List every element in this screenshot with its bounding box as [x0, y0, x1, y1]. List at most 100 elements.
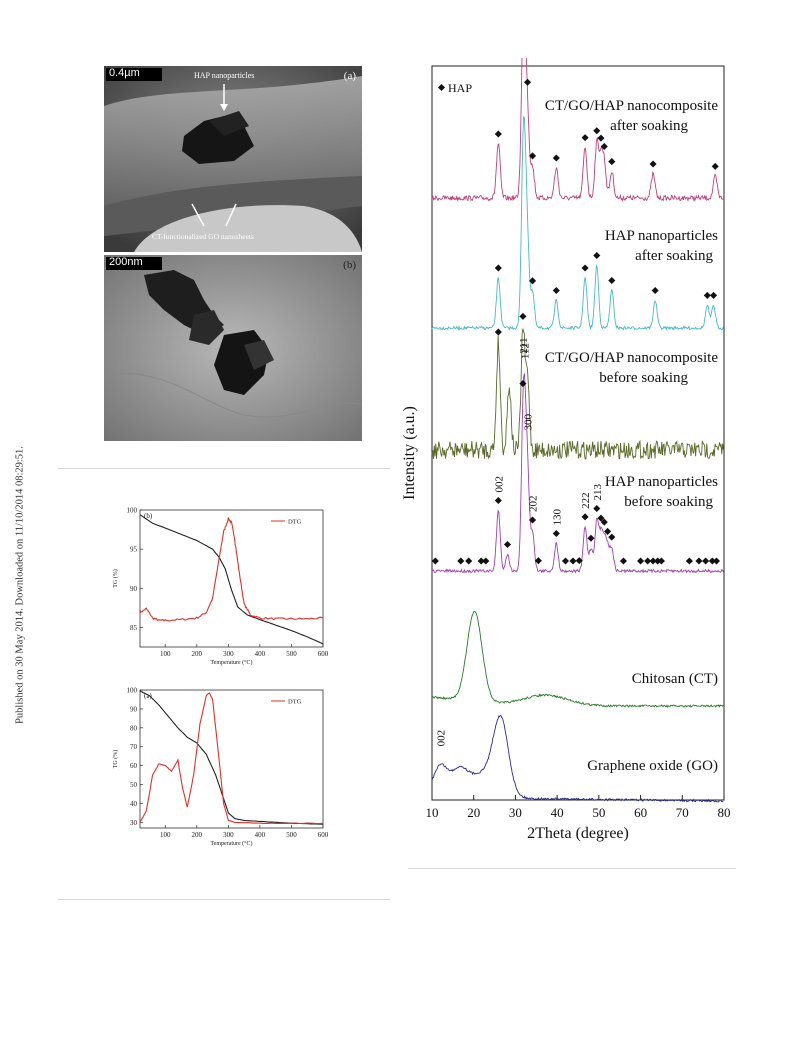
tg-dtg-chart-a: 100 200 300 400 500 600 30 40 50 60 70 80 90 100 Tempe…: [112, 687, 329, 848]
hap-marker: [637, 557, 645, 565]
x-tick-label: 600: [318, 831, 329, 839]
x-tick-label: 30: [509, 805, 522, 820]
x-tick-label: 600: [318, 650, 329, 658]
x-tick-label: 500: [286, 650, 297, 658]
hap-label: HAP nanoparticles: [194, 71, 255, 80]
hap-marker: [494, 130, 502, 138]
hap-marker: [711, 162, 719, 170]
x-tick-label: 200: [192, 650, 203, 658]
plot-frame: [139, 509, 324, 648]
go-label: CT-functionalized GO nanosheets: [152, 232, 254, 241]
hap-marker: [552, 154, 560, 162]
x-tick-label: 200: [192, 831, 203, 839]
y-axis-label: Intensity (a.u.): [401, 406, 418, 500]
series-label: Chitosan (CT): [632, 671, 718, 687]
hap-marker: [649, 557, 657, 565]
hap-marker: [608, 158, 616, 166]
separator: [58, 899, 390, 900]
tg-line: [139, 514, 324, 645]
hap-marker: [519, 380, 527, 388]
legend-label: DTG: [288, 699, 302, 706]
hap-marker: [608, 533, 616, 541]
tg-line: [139, 690, 324, 825]
hap-marker: [519, 312, 527, 320]
x-tick-label: 100: [160, 650, 171, 658]
series-label: CT/GO/HAP nanocomposite: [545, 350, 719, 366]
hap-marker: [494, 496, 502, 505]
x-tick-label: 500: [286, 831, 297, 839]
dtg-line: [139, 692, 324, 825]
y-tick-label: 30: [130, 819, 138, 827]
series-label: before soaking: [624, 494, 713, 510]
series-label: after soaking: [635, 248, 713, 264]
xrd-trace: [431, 610, 724, 708]
hap-marker: [523, 78, 532, 86]
dtg-line: [139, 517, 324, 622]
publication-notice: Published on 30 May 2014. Downloaded on …: [14, 446, 26, 724]
hap-marker: [465, 557, 473, 565]
x-tick-label: 60: [634, 805, 647, 820]
hap-marker: [552, 529, 560, 538]
x-axis-label: Temperature (°C): [210, 659, 252, 666]
y-axis-label: TG (%): [112, 569, 119, 588]
x-axis-label: 2Theta (degree): [527, 825, 629, 842]
hap-marker: [685, 557, 693, 565]
x-tick-label: 70: [676, 805, 689, 820]
peak-index-label: 211: [518, 337, 530, 353]
xrd-trace: [431, 373, 724, 574]
xrd-trace: [431, 116, 724, 331]
separator: [58, 468, 390, 469]
x-tick-label: 50: [592, 805, 605, 820]
series-label: HAP nanoparticles: [605, 228, 718, 244]
peak-index-label: 112: [520, 343, 532, 359]
peak-index-label: 002: [493, 476, 505, 493]
scale-bar-label-b: 200nm: [109, 256, 143, 268]
hap-marker: [710, 291, 718, 299]
hap-marker: [702, 557, 710, 565]
xrd-chart: 10 20 30 40 50 60 70 80 2Theta (degree) Intensity…: [401, 58, 731, 842]
hap-marker: [457, 557, 465, 565]
hap-marker: [619, 557, 628, 565]
hap-marker: [581, 513, 589, 521]
hap-marker: [482, 557, 490, 565]
hap-marker: [494, 264, 502, 272]
hap-marker: [593, 251, 601, 260]
hap-marker: [587, 534, 595, 542]
hap-marker: [708, 557, 716, 565]
hap-marker: [703, 291, 711, 299]
x-axis-label: Temperature (°C): [210, 840, 252, 847]
xrd-trace: [431, 58, 724, 203]
hap-marker: [600, 142, 608, 151]
x-tick-label: 400: [255, 650, 266, 658]
hap-marker: [581, 134, 589, 142]
peak-index-label: 222: [580, 492, 592, 509]
plot-frame: [139, 689, 324, 829]
hap-marker: [644, 557, 652, 565]
tem-image-b: 200nm (b): [104, 255, 362, 441]
y-axis-label: TG (%): [112, 750, 119, 769]
hap-marker: [593, 127, 601, 135]
panel-label: (b): [144, 512, 153, 520]
series-label: Graphene oxide (GO): [587, 758, 718, 774]
y-tick-label: 100: [127, 507, 138, 515]
hap-marker: [569, 557, 577, 565]
x-tick-label: 10: [426, 805, 439, 820]
peak-index-label: 002: [435, 730, 447, 747]
y-tick-label: 95: [130, 546, 138, 554]
hap-marker: [528, 152, 537, 160]
hap-marker: [654, 557, 662, 565]
hap-marker: [649, 160, 657, 168]
peak-index-label: 213: [592, 484, 604, 501]
hap-marker: [597, 134, 605, 142]
hap-marker: [561, 557, 570, 565]
scale-bar-label-a: 0.4µm: [109, 67, 140, 79]
x-tick-label: 400: [255, 831, 266, 839]
xrd-trace: [431, 714, 724, 803]
x-tick-label: 80: [718, 805, 731, 820]
panel-label-b: (b): [343, 259, 356, 271]
y-tick-label: 90: [130, 585, 138, 593]
hap-marker: [712, 557, 721, 565]
series-label: CT/GO/HAP nanocomposite: [545, 98, 719, 114]
legend-label: HAP: [448, 81, 472, 95]
hap-marker: [593, 504, 601, 513]
